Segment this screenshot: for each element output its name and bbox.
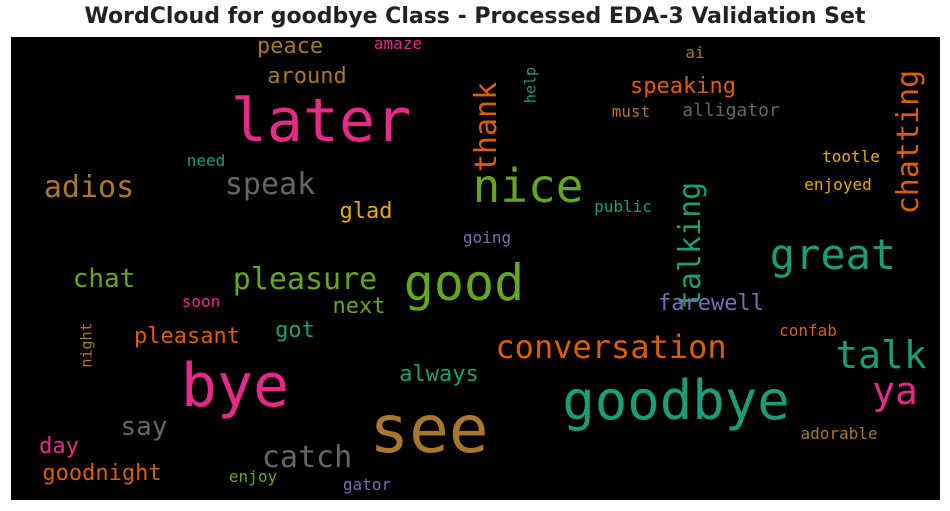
word-confab: confab [779, 321, 837, 340]
word-peace: peace [256, 37, 324, 59]
word-good: good [403, 254, 525, 312]
word-say: say [120, 412, 168, 442]
word-day: day [39, 434, 79, 459]
word-talking: talking [673, 181, 708, 309]
word-pleasure: pleasure [232, 262, 378, 297]
word-must: must [611, 102, 651, 121]
word-alligator: alligator [682, 100, 780, 121]
word-next: next [332, 294, 386, 319]
word-adorable: adorable [800, 424, 878, 443]
word-tootle: tootle [822, 147, 880, 166]
word-got: got [275, 318, 315, 343]
word-later: later [230, 86, 412, 156]
word-nice: nice [472, 159, 584, 213]
word-conversation: conversation [495, 328, 727, 366]
word-talk: talk [835, 333, 927, 377]
word-catch: catch [261, 440, 353, 475]
word-glad: glad [339, 199, 393, 224]
word-goodnight: goodnight [42, 461, 162, 486]
word-going: going [462, 228, 512, 247]
wordcloud-canvas: see bye goodbye later nice good great conversat… [11, 37, 940, 500]
word-always: always [399, 362, 479, 387]
word-speak: speak [224, 167, 316, 202]
word-soon: soon [181, 292, 221, 311]
chart-title: WordCloud for goodbye Class - Processed … [84, 4, 866, 29]
word-amaze: amaze [373, 37, 423, 53]
word-need: need [186, 151, 226, 170]
word-see: see [369, 391, 489, 468]
word-enjoyed: enjoyed [804, 175, 872, 194]
word-night: night [77, 322, 96, 368]
word-gator: gator [342, 475, 392, 494]
word-chatting: chatting [891, 69, 926, 215]
word-thank: thank [469, 81, 504, 173]
word-help: help [521, 66, 540, 104]
word-goodbye: goodbye [562, 369, 790, 432]
word-adios: adios [43, 170, 135, 205]
word-enjoy: enjoy [228, 467, 278, 486]
word-speaking: speaking [630, 74, 736, 99]
word-around: around [267, 64, 347, 89]
word-ya: ya [872, 369, 918, 413]
word-bye: bye [180, 351, 290, 421]
word-ai: ai [685, 43, 705, 62]
word-chat: chat [72, 264, 136, 294]
word-farewell: farewell [658, 291, 764, 316]
word-public: public [594, 197, 652, 216]
word-pleasant: pleasant [134, 324, 240, 349]
word-great: great [769, 230, 897, 279]
